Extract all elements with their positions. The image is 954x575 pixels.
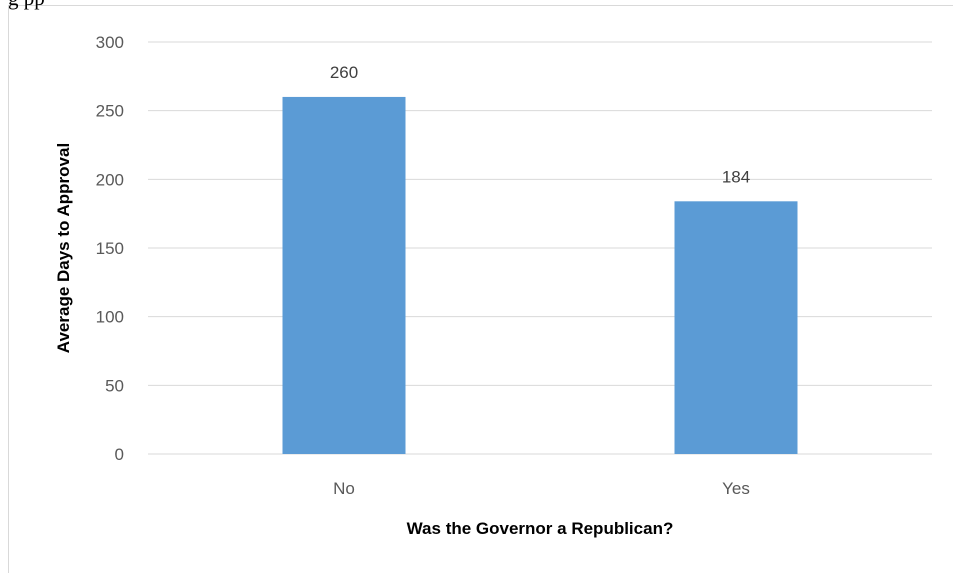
y-tick-label: 200 xyxy=(96,170,124,189)
x-axis-tick-labels: No Yes xyxy=(333,479,750,498)
y-tick-label: 250 xyxy=(96,102,124,121)
x-tick-label-yes: Yes xyxy=(722,479,750,498)
bar-no xyxy=(282,96,406,454)
data-labels: 260 184 xyxy=(330,63,750,186)
y-tick-label: 100 xyxy=(96,308,124,327)
y-axis-title: Average Days to Approval xyxy=(54,143,73,353)
data-label-yes: 184 xyxy=(722,167,750,186)
chart-frame xyxy=(8,5,953,573)
y-tick-label: 0 xyxy=(115,445,124,464)
bar-yes xyxy=(674,201,798,454)
y-axis-tick-labels: 0 50 100 150 200 250 300 xyxy=(96,33,124,464)
x-axis-title: Was the Governor a Republican? xyxy=(407,519,674,538)
y-tick-label: 50 xyxy=(105,376,124,395)
data-label-no: 260 xyxy=(330,63,358,82)
gridlines xyxy=(148,41,932,455)
y-tick-label: 150 xyxy=(96,239,124,258)
y-tick-label: 300 xyxy=(96,33,124,52)
x-tick-label-no: No xyxy=(333,479,355,498)
caption-fragment: g pp xyxy=(8,0,45,11)
bars xyxy=(282,96,798,454)
